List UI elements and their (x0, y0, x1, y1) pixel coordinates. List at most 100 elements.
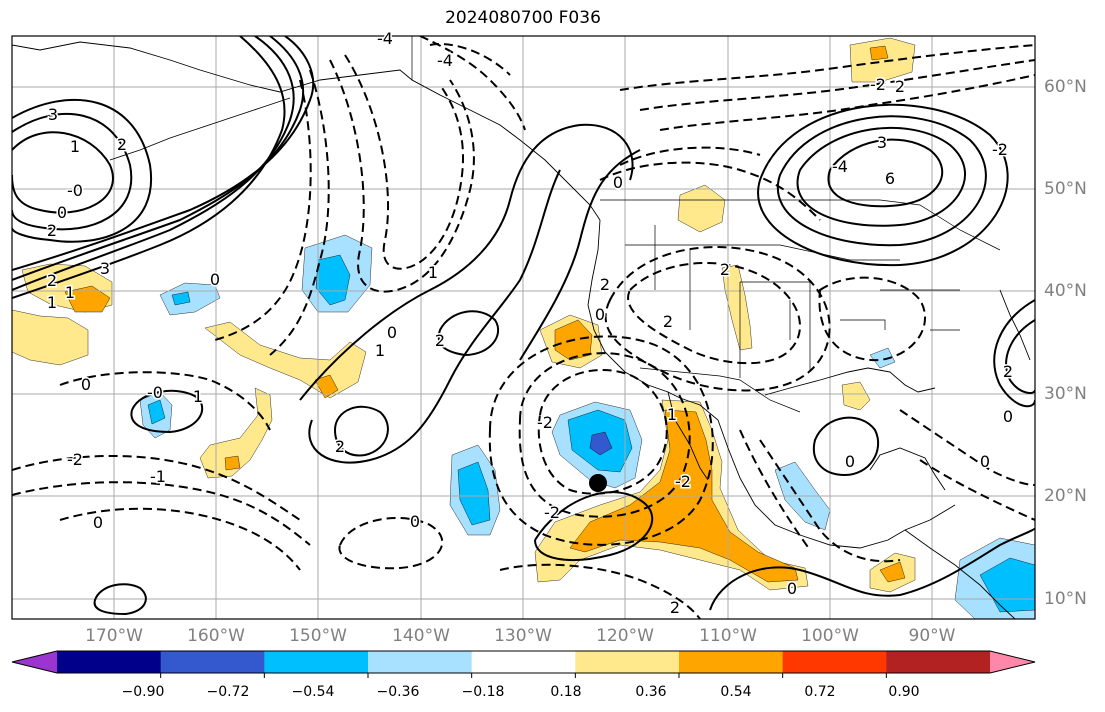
contour-solid-sw-closed (93, 583, 147, 616)
contour-solid-ridge-2 (308, 169, 561, 464)
shade-yellow-rockies (721, 264, 753, 351)
contour-dashed-se-2 (919, 459, 1035, 521)
colorbar-label: 0.54 (720, 684, 752, 700)
contour-label: 6 (885, 169, 895, 188)
contour-dashed-low-2 (518, 352, 691, 518)
contour-label: 2 (435, 331, 445, 350)
lon-label-90w: 90°W (908, 626, 956, 646)
colorbar-label: −0.36 (376, 684, 420, 700)
location-marker (589, 474, 607, 492)
lat-label-30n: 30°N (1044, 384, 1087, 404)
lon-label-120w: 120°W (596, 626, 654, 646)
lon-label-170w: 170°W (85, 626, 143, 646)
contour-label: 2 (720, 260, 730, 279)
coast-aleutians (109, 97, 291, 161)
shade-orange-small-1 (224, 455, 241, 471)
coast-baja (667, 391, 956, 549)
contour-dashed-sub-2 (12, 481, 311, 546)
contour-solid-jet-2 (12, 36, 305, 281)
contour-label: -2 (992, 140, 1008, 159)
contour-label: 0 (787, 579, 797, 598)
contour-label: 2 (670, 598, 680, 617)
contour-dashed-us-2 (604, 246, 831, 392)
contour-dashed-north-2 (429, 43, 511, 76)
contour-label: 0 (980, 452, 990, 471)
border-states-1 (654, 225, 886, 378)
coastlines (12, 41, 1031, 619)
contour-label: 0 (410, 512, 420, 531)
coast-yucatan (869, 447, 946, 491)
shade-yellow-gulf (841, 381, 871, 411)
contour-dashed-trough-1 (329, 59, 475, 293)
contour-label: 1 (375, 341, 385, 360)
shade-orange-central-america (879, 561, 906, 583)
contour-solid-3 (12, 98, 153, 243)
contour-label: 2 (600, 275, 610, 294)
contour-solid-ridge-3 (519, 149, 641, 361)
contour-solid-ne-2 (796, 126, 967, 227)
contour-solid-south-1 (534, 491, 654, 561)
contour-dashed-se-1 (899, 409, 1035, 486)
contour-solid-ne-3 (776, 115, 987, 247)
colorbar-segment (160, 651, 265, 673)
contour-label: -2 (675, 472, 691, 491)
contour-dashed-trough-4 (214, 79, 312, 341)
contour-label: 2 (335, 437, 345, 456)
colorbar-label: 0.90 (888, 684, 920, 700)
figure-title: 2024080700 F036 (445, 8, 601, 28)
contour-solid-gulf-closed (812, 416, 880, 477)
contour-dashed-canada-2 (619, 146, 761, 166)
lat-label-40n: 40°N (1044, 281, 1087, 301)
colorbar-segment (679, 651, 784, 673)
lon-label-150w: 150°W (289, 626, 347, 646)
contour-solid-closed-1 (333, 405, 389, 457)
contour-label: -4 (377, 29, 393, 48)
shade-yellow-canada (677, 184, 726, 233)
lat-label-20n: 20°N (1044, 486, 1087, 506)
contour-label: 0 (595, 305, 605, 324)
contour-dashed-south-1 (499, 563, 701, 619)
contour-label: 2 (117, 135, 127, 154)
shade-blue-hawaii (147, 399, 166, 425)
contour-label: -2 (537, 413, 553, 432)
contour-dashed-trough-2 (344, 54, 464, 270)
contour-label: -0 (67, 181, 83, 200)
contour-dashed-sub-3 (59, 507, 301, 571)
colorbar-extend-low (12, 651, 57, 673)
colorbar-segment (471, 651, 576, 673)
border-us-canada (600, 199, 1001, 251)
lon-label-100w: 100°W (801, 626, 859, 646)
contour-label: 2 (663, 312, 673, 331)
contour-label: 1 (65, 283, 75, 302)
contour-label: 1 (47, 293, 57, 312)
colorbar-extend-high (990, 651, 1035, 673)
contour-label: 0 (81, 375, 91, 394)
shade-darkblue-low-core (589, 431, 613, 456)
contour-solid-closed-2 (437, 310, 500, 357)
shade-yellow-hawaii-west (12, 309, 89, 366)
contours-dashed (12, 36, 1035, 619)
colorbar-segment (264, 651, 369, 673)
shade-yellow-north (849, 37, 916, 83)
contour-label: 2 (47, 221, 57, 240)
border-us-mexico (639, 367, 801, 413)
contour-label: -4 (832, 157, 848, 176)
contour-dashed-trough-3 (269, 69, 330, 356)
contour-solid-jet-1 (12, 36, 295, 291)
contour-label: 0 (387, 323, 397, 342)
contour-dashed-mexico-1 (759, 439, 901, 563)
contour-dashed-north-ne-1 (619, 44, 1035, 91)
contour-label: 0 (93, 513, 103, 532)
contour-label: -4 (437, 51, 453, 70)
lat-label-60n: 60°N (1044, 77, 1087, 97)
contour-label: -1 (150, 467, 166, 486)
colorbar (11, 650, 1036, 678)
contour-dashed-us-1 (627, 262, 801, 365)
contour-label: 1 (193, 387, 203, 406)
map-frame (11, 35, 1036, 620)
shade-orange-north (869, 45, 889, 61)
coast-central-america (904, 529, 1016, 619)
